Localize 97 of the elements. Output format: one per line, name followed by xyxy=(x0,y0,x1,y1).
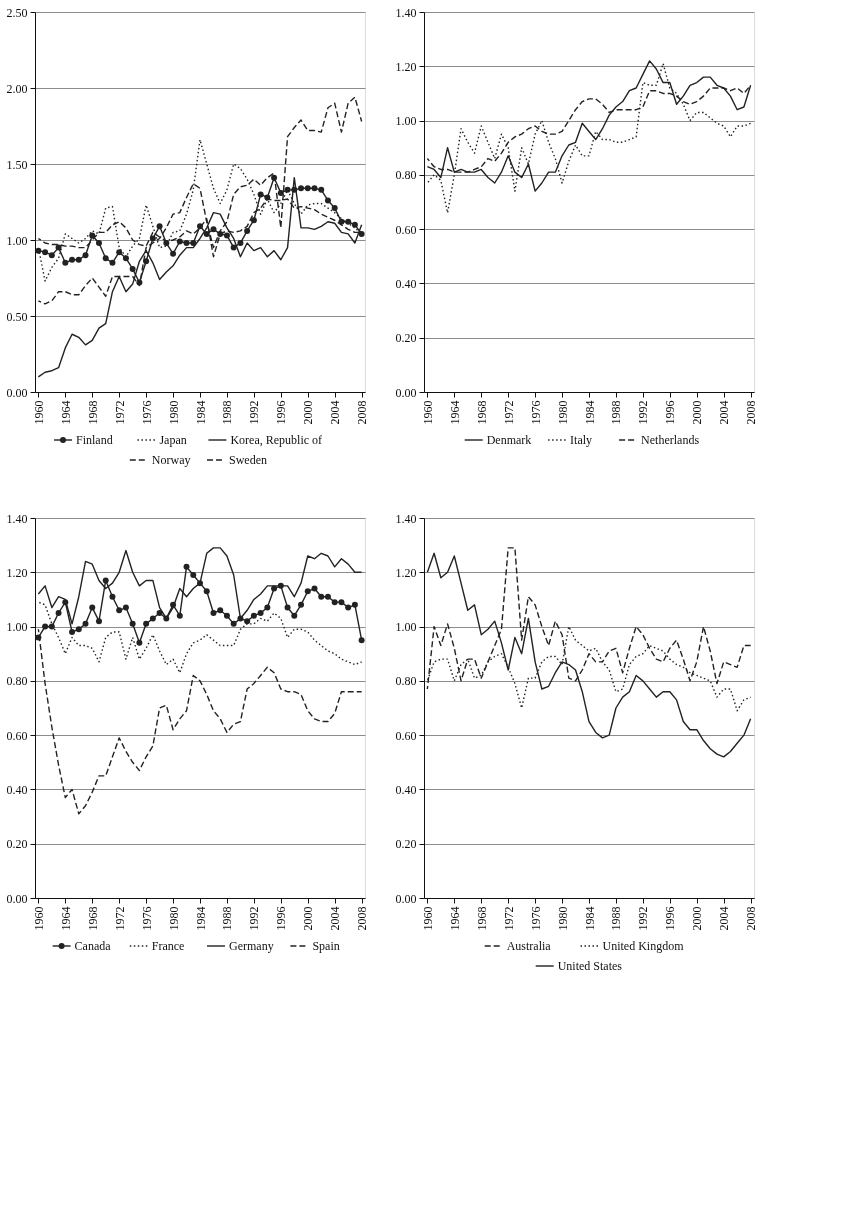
y-tick-label: 2.00 xyxy=(6,81,28,96)
x-tick-label: 1980 xyxy=(166,906,181,931)
x-tick-label: 1988 xyxy=(220,906,235,931)
legend-label: Australia xyxy=(506,939,552,953)
x-tick-label: 2004 xyxy=(328,906,343,931)
legend-label: Denmark xyxy=(486,433,532,447)
y-tick-label: 0.20 xyxy=(6,837,28,852)
y-tick-label: 0.80 xyxy=(6,674,28,689)
x-tick-label: 1996 xyxy=(663,906,678,931)
x-tick-label: 1964 xyxy=(58,906,73,931)
x-tick-label: 1992 xyxy=(636,906,651,931)
y-tick-label: 1.20 xyxy=(395,565,417,580)
x-tick-label: 1972 xyxy=(112,400,127,425)
x-tick-label: 1980 xyxy=(555,906,570,931)
y-tick-label: 0.00 xyxy=(6,385,28,400)
legend-label: Netherlands xyxy=(641,433,700,447)
y-tick-label: 1.00 xyxy=(6,620,28,635)
y-tick-label: 0.40 xyxy=(6,782,28,797)
x-tick-label: 2000 xyxy=(301,400,316,425)
x-tick-label: 2000 xyxy=(690,906,705,931)
y-tick-label: 0.20 xyxy=(395,331,417,346)
x-tick-label: 2008 xyxy=(744,906,759,931)
y-tick-label: 1.20 xyxy=(6,565,28,580)
x-tick-label: 1972 xyxy=(501,906,516,931)
x-tick-label: 1960 xyxy=(420,906,435,931)
x-tick-label: 1996 xyxy=(274,400,289,425)
x-tick-label: 2004 xyxy=(717,400,732,425)
y-tick-label: 0.00 xyxy=(395,385,417,400)
x-tick-label: 1960 xyxy=(31,906,46,931)
y-tick-label: 1.00 xyxy=(395,114,417,129)
x-tick-label: 2004 xyxy=(717,906,732,931)
y-tick-label: 0.20 xyxy=(395,837,417,852)
legend-label: Norway xyxy=(151,453,191,467)
x-tick-label: 1968 xyxy=(474,400,489,425)
y-tick-label: 1.40 xyxy=(6,511,28,526)
y-tick-label: 0.00 xyxy=(395,891,417,906)
legend-label: United Kingdom xyxy=(602,939,685,953)
x-tick-label: 1984 xyxy=(582,400,597,425)
y-tick-label: 2.50 xyxy=(6,5,28,20)
x-tick-label: 1992 xyxy=(247,400,262,425)
legend-label: Korea, Republic of xyxy=(230,433,323,447)
x-tick-label: 2008 xyxy=(355,400,370,425)
y-tick-label: 1.20 xyxy=(395,59,417,74)
x-tick-label: 1972 xyxy=(501,400,516,425)
legend-label: Canada xyxy=(74,939,112,953)
x-tick-label: 2008 xyxy=(744,400,759,425)
legend-label: Sweden xyxy=(229,453,267,467)
x-tick-label: 1992 xyxy=(636,400,651,425)
x-tick-label: 1976 xyxy=(139,400,154,425)
x-tick-label: 1968 xyxy=(85,906,100,931)
x-tick-label: 1964 xyxy=(58,400,73,425)
x-tick-label: 1996 xyxy=(663,400,678,425)
y-tick-label: 0.40 xyxy=(395,782,417,797)
y-tick-label: 1.40 xyxy=(395,5,417,20)
x-tick-label: 1988 xyxy=(609,906,624,931)
y-tick-label: 0.80 xyxy=(395,168,417,183)
x-tick-label: 2008 xyxy=(355,906,370,931)
y-tick-label: 1.50 xyxy=(6,157,28,172)
x-tick-label: 1960 xyxy=(31,400,46,425)
legend-label: Finland xyxy=(76,433,113,447)
x-tick-label: 1984 xyxy=(193,400,208,425)
x-tick-label: 1984 xyxy=(193,906,208,931)
x-tick-label: 1976 xyxy=(528,400,543,425)
y-tick-label: 1.00 xyxy=(6,233,28,248)
x-tick-label: 1968 xyxy=(85,400,100,425)
x-tick-label: 1960 xyxy=(420,400,435,425)
y-tick-label: 0.50 xyxy=(6,309,28,324)
x-tick-label: 1980 xyxy=(555,400,570,425)
y-tick-label: 1.40 xyxy=(395,511,417,526)
legend-label: Germany xyxy=(229,939,274,953)
x-tick-label: 2000 xyxy=(301,906,316,931)
y-tick-label: 1.00 xyxy=(395,620,417,635)
y-tick-label: 0.80 xyxy=(395,674,417,689)
x-tick-label: 1964 xyxy=(447,906,462,931)
x-tick-label: 2000 xyxy=(690,400,705,425)
legend-label: France xyxy=(151,939,185,953)
legend-label: Italy xyxy=(570,433,593,447)
x-tick-label: 1976 xyxy=(139,906,154,931)
x-tick-label: 1964 xyxy=(447,400,462,425)
x-tick-label: 1992 xyxy=(247,906,262,931)
legend-label: Spain xyxy=(312,939,340,953)
x-tick-label: 1968 xyxy=(474,906,489,931)
y-tick-label: 0.40 xyxy=(395,276,417,291)
x-tick-label: 1996 xyxy=(274,906,289,931)
x-tick-label: 1976 xyxy=(528,906,543,931)
x-tick-label: 2004 xyxy=(328,400,343,425)
y-tick-label: 0.60 xyxy=(6,728,28,743)
x-tick-label: 1980 xyxy=(166,400,181,425)
y-tick-label: 0.60 xyxy=(395,222,417,237)
x-tick-label: 1988 xyxy=(609,400,624,425)
y-tick-label: 0.00 xyxy=(6,891,28,906)
legend-label: Japan xyxy=(159,433,187,447)
x-tick-label: 1988 xyxy=(220,400,235,425)
x-tick-label: 1984 xyxy=(582,906,597,931)
y-tick-label: 0.60 xyxy=(395,728,417,743)
x-tick-label: 1972 xyxy=(112,906,127,931)
legend-label: United States xyxy=(557,959,623,973)
